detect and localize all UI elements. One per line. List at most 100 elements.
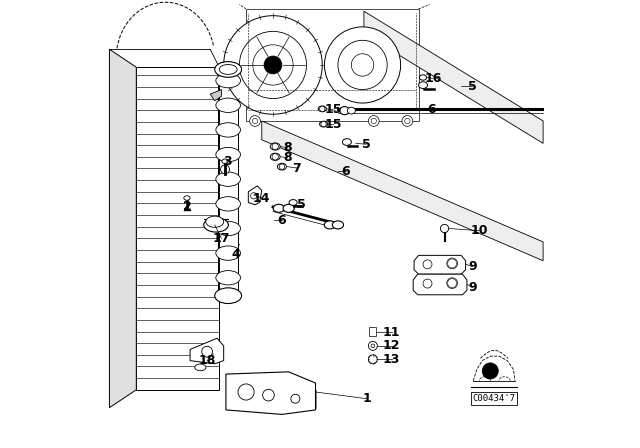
Ellipse shape — [184, 196, 190, 200]
Circle shape — [371, 118, 376, 124]
Text: 5: 5 — [468, 79, 477, 93]
Polygon shape — [414, 255, 465, 274]
Circle shape — [482, 363, 499, 379]
Text: 5: 5 — [297, 198, 305, 211]
Ellipse shape — [204, 218, 228, 232]
Ellipse shape — [283, 204, 294, 212]
Text: 9: 9 — [468, 260, 477, 273]
Circle shape — [351, 54, 374, 76]
Ellipse shape — [216, 221, 241, 236]
Ellipse shape — [324, 221, 335, 229]
Circle shape — [252, 118, 258, 124]
Text: 10: 10 — [470, 224, 488, 237]
Ellipse shape — [216, 98, 241, 112]
Text: 12: 12 — [383, 339, 401, 353]
Ellipse shape — [440, 224, 449, 233]
Ellipse shape — [348, 107, 355, 114]
Circle shape — [423, 260, 432, 269]
Circle shape — [221, 165, 230, 174]
Circle shape — [264, 56, 282, 74]
Circle shape — [250, 193, 257, 199]
Ellipse shape — [319, 121, 328, 127]
Text: 4: 4 — [232, 248, 240, 261]
Circle shape — [279, 164, 285, 169]
Circle shape — [319, 106, 325, 112]
Polygon shape — [248, 186, 262, 205]
Text: 18: 18 — [198, 354, 216, 367]
Text: 7: 7 — [292, 161, 301, 175]
Circle shape — [321, 121, 326, 127]
Polygon shape — [136, 67, 219, 390]
Ellipse shape — [289, 199, 297, 205]
Text: 5: 5 — [362, 138, 371, 151]
Ellipse shape — [219, 65, 237, 74]
Polygon shape — [413, 274, 467, 295]
Ellipse shape — [216, 271, 241, 285]
Ellipse shape — [419, 75, 427, 80]
Circle shape — [324, 27, 401, 103]
Circle shape — [224, 16, 323, 114]
Circle shape — [272, 154, 278, 160]
Polygon shape — [262, 121, 543, 261]
Text: 11: 11 — [383, 326, 401, 339]
Circle shape — [338, 40, 387, 90]
Text: 16: 16 — [424, 72, 442, 85]
Ellipse shape — [216, 172, 241, 186]
Text: 2: 2 — [184, 200, 192, 214]
Ellipse shape — [216, 147, 241, 162]
Text: C00434'7: C00434'7 — [473, 394, 516, 403]
Ellipse shape — [318, 106, 326, 112]
Text: 3: 3 — [223, 155, 232, 168]
Ellipse shape — [447, 259, 457, 268]
Circle shape — [369, 341, 378, 350]
Text: 6: 6 — [278, 214, 286, 227]
Text: 15: 15 — [324, 103, 342, 116]
Circle shape — [369, 116, 379, 126]
Ellipse shape — [216, 73, 241, 88]
Text: 6: 6 — [428, 103, 436, 116]
Polygon shape — [109, 49, 136, 408]
Circle shape — [202, 346, 212, 357]
Ellipse shape — [216, 197, 241, 211]
Ellipse shape — [447, 279, 457, 288]
Ellipse shape — [216, 123, 241, 137]
Ellipse shape — [419, 82, 428, 89]
Ellipse shape — [342, 138, 351, 145]
Circle shape — [423, 279, 432, 288]
Ellipse shape — [273, 204, 284, 212]
Circle shape — [402, 116, 413, 126]
Ellipse shape — [222, 159, 228, 164]
Circle shape — [440, 224, 449, 233]
Circle shape — [250, 116, 260, 126]
Ellipse shape — [270, 153, 280, 160]
Text: 8: 8 — [284, 141, 292, 155]
Circle shape — [291, 394, 300, 403]
Circle shape — [447, 278, 458, 289]
Circle shape — [371, 344, 374, 348]
Circle shape — [239, 31, 307, 99]
Text: 15: 15 — [324, 118, 342, 131]
Circle shape — [447, 258, 458, 269]
Ellipse shape — [277, 163, 287, 170]
Text: 14: 14 — [253, 191, 271, 205]
Text: 8: 8 — [284, 151, 292, 164]
Bar — [246, 9, 419, 121]
Ellipse shape — [216, 246, 241, 260]
Text: 17: 17 — [212, 232, 230, 245]
Ellipse shape — [270, 143, 280, 150]
Polygon shape — [190, 338, 223, 364]
Ellipse shape — [195, 364, 206, 371]
Circle shape — [262, 389, 275, 401]
Ellipse shape — [205, 216, 224, 227]
Text: 1: 1 — [363, 392, 371, 405]
Bar — [369, 327, 376, 336]
Text: 6: 6 — [342, 164, 350, 178]
Text: 9: 9 — [468, 281, 477, 294]
Polygon shape — [210, 90, 221, 101]
Polygon shape — [226, 372, 316, 414]
Circle shape — [404, 118, 410, 124]
Bar — [472, 392, 517, 405]
Polygon shape — [364, 11, 543, 143]
Ellipse shape — [340, 107, 349, 115]
Ellipse shape — [214, 288, 241, 304]
